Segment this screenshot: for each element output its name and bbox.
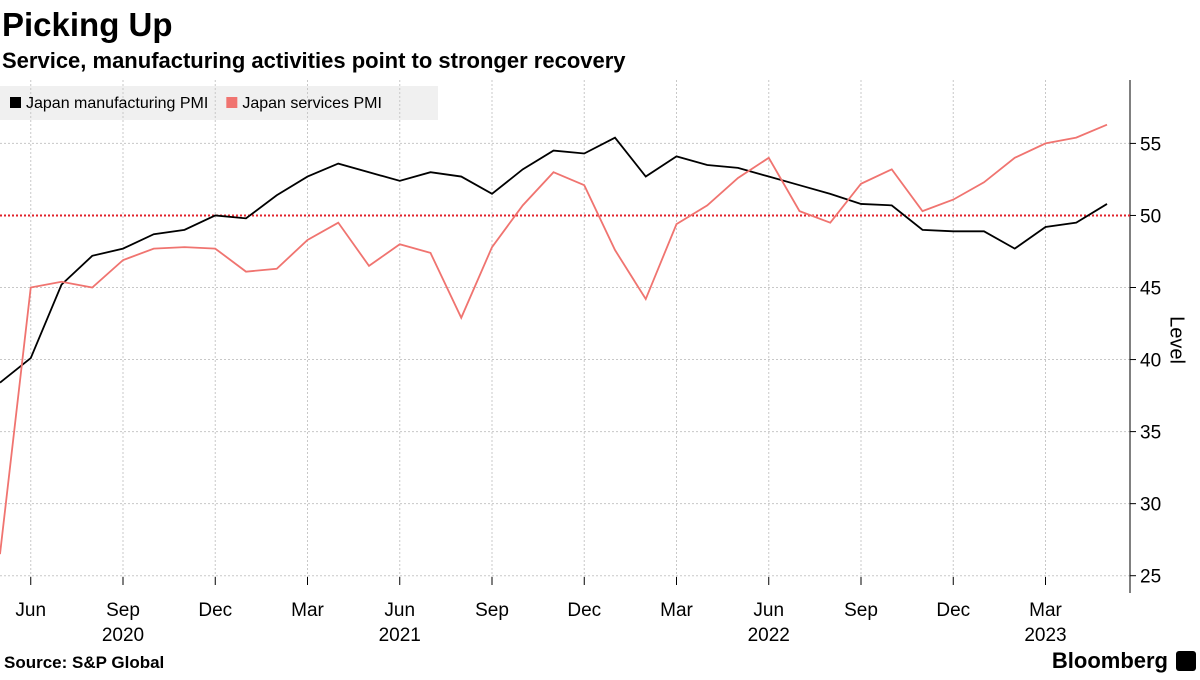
x-year-label: 2023	[1024, 625, 1066, 646]
x-year-label: 2022	[748, 625, 790, 646]
y-tick-label: 55	[1140, 134, 1161, 155]
legend-background	[0, 86, 438, 120]
chart-title: Picking Up	[2, 6, 173, 43]
legend-swatch	[226, 97, 238, 108]
x-tick-label: Jun	[384, 600, 415, 621]
brand: Bloomberg	[1052, 648, 1168, 673]
x-year-label: 2020	[102, 625, 144, 646]
x-tick-label: Jun	[15, 600, 46, 621]
legend-label: Japan manufacturing PMI	[26, 95, 208, 112]
brand-icon	[1176, 651, 1196, 671]
series-line	[0, 123, 1108, 555]
x-tick-label: Mar	[291, 600, 324, 621]
x-tick-label: Dec	[198, 600, 232, 621]
source: Source: S&P Global	[4, 653, 164, 672]
y-axis-label: Level	[1166, 316, 1188, 364]
chart-subtitle: Service, manufacturing activities point …	[2, 48, 626, 73]
y-tick-label: 30	[1140, 495, 1161, 516]
y-tick-label: 35	[1140, 423, 1161, 444]
y-tick-label: 50	[1140, 206, 1161, 227]
y-tick-label: 25	[1140, 567, 1161, 588]
legend-swatch	[10, 97, 21, 108]
x-tick-label: Dec	[567, 600, 601, 621]
x-tick-label: Mar	[1029, 600, 1062, 621]
x-tick-label: Mar	[660, 600, 693, 621]
x-year-label: 2021	[379, 625, 421, 646]
x-tick-label: Sep	[475, 600, 509, 621]
x-tick-label: Jun	[753, 600, 784, 621]
x-tick-label: Dec	[936, 600, 970, 621]
series-line	[0, 136, 1108, 384]
y-tick-label: 40	[1140, 351, 1161, 372]
legend-label: Japan services PMI	[242, 95, 382, 112]
x-tick-label: Sep	[844, 600, 878, 621]
y-tick-label: 45	[1140, 279, 1161, 300]
x-tick-label: Sep	[106, 600, 140, 621]
